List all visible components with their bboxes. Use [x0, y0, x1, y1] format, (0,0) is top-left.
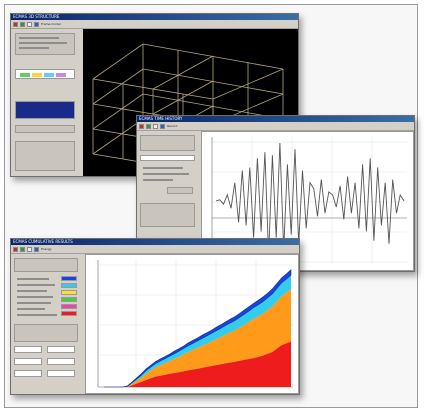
stop-icon[interactable]: [153, 123, 158, 129]
legend-color-magenta: [61, 304, 77, 309]
control-box: [15, 125, 75, 133]
status-display: [15, 101, 75, 119]
stop-icon[interactable]: [27, 21, 32, 27]
legend-color-blue: [61, 276, 77, 281]
legend-color-green: [61, 297, 77, 302]
legend-color-cyan: [61, 283, 77, 288]
structure-toolbar: Frame model: [11, 20, 298, 29]
record-options-box: [140, 135, 195, 151]
color-scale-box: [15, 69, 75, 79]
cumulative-toolbar: Energy: [11, 245, 299, 254]
settings-icon[interactable]: [34, 246, 39, 252]
value-field-3[interactable]: [14, 358, 42, 365]
cumulative-chart: [97, 260, 293, 388]
energy-options-box: [14, 258, 78, 272]
play-icon[interactable]: [20, 246, 25, 252]
play-icon[interactable]: [146, 123, 151, 129]
structure-toolbar-label: Frame model: [41, 22, 61, 26]
cumulative-title: ECMAS CUMULATIVE RESULTS: [13, 239, 73, 244]
record-icon[interactable]: [13, 21, 18, 27]
play-icon[interactable]: [20, 21, 25, 27]
cumulative-window[interactable]: ECMAS CUMULATIVE RESULTS Energy: [10, 238, 300, 395]
time-history-titlebar[interactable]: ECMAS TIME HISTORY: [137, 116, 414, 122]
structure-title: ECMAS 3D STRUCTURE: [13, 14, 60, 19]
value-field-4[interactable]: [47, 358, 75, 365]
button-grid[interactable]: [15, 141, 75, 171]
record-status-box: [140, 203, 195, 227]
series-orange-area: [104, 289, 291, 387]
cumulative-titlebar[interactable]: ECMAS CUMULATIVE RESULTS: [11, 239, 299, 245]
stop-icon[interactable]: [27, 246, 32, 252]
time-history-toolbar: Record: [137, 122, 414, 131]
cumulative-toolbar-label: Energy: [41, 247, 52, 251]
value-field-2[interactable]: [47, 346, 75, 353]
cumulative-plot[interactable]: [85, 254, 299, 394]
structure-side-panel: [11, 29, 81, 176]
record-field[interactable]: [140, 155, 195, 161]
record-icon[interactable]: [139, 123, 144, 129]
time-history-title: ECMAS TIME HISTORY: [139, 116, 183, 121]
summary-box: [14, 324, 78, 342]
time-history-toolbar-label: Record: [167, 124, 178, 128]
time-history-series-line: [215, 142, 405, 256]
cumulative-side-panel: [11, 254, 83, 394]
value-field-6[interactable]: [47, 370, 75, 377]
series-red-area: [104, 341, 291, 387]
apply-button[interactable]: [167, 187, 193, 194]
value-field-5[interactable]: [14, 370, 42, 377]
legend-color-red: [61, 311, 77, 316]
settings-icon[interactable]: [160, 123, 165, 129]
series-blue-area: [104, 269, 292, 388]
settings-icon[interactable]: [34, 21, 39, 27]
legend-color-yellow: [61, 290, 77, 295]
record-icon[interactable]: [13, 246, 18, 252]
structure-titlebar[interactable]: ECMAS 3D STRUCTURE: [11, 14, 298, 20]
value-field-1[interactable]: [14, 346, 42, 353]
